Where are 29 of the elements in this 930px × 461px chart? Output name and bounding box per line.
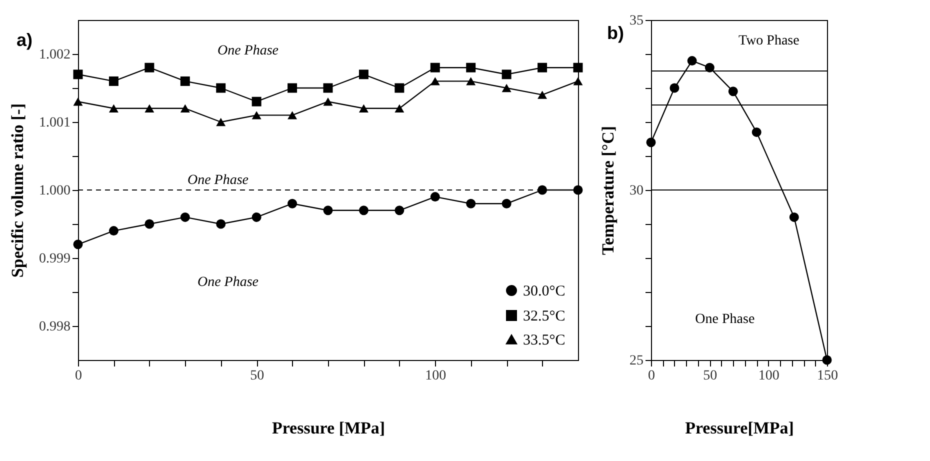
y-tick-label: 25 (630, 354, 644, 368)
legend-label: 30.0°C (523, 284, 566, 300)
x-tick-label: 0 (75, 368, 82, 384)
x-tick-label: 100 (425, 368, 446, 384)
x-tick-label: 100 (758, 368, 780, 384)
annotation: One Phase (187, 172, 249, 188)
legend-label: 32.5°C (523, 308, 566, 324)
y-tick-label: 30 (630, 184, 644, 198)
text: a) (16, 30, 33, 50)
y-tick-label: 0.998 (39, 320, 70, 334)
x-tick-label: 50 (250, 368, 264, 384)
y-tick-label: 0.999 (39, 252, 70, 266)
chart-title: b) (607, 23, 624, 43)
y-tick-label: 1.001 (39, 116, 70, 130)
annotation: One Phase (217, 44, 279, 59)
annotation: One Phase (197, 274, 259, 290)
annotation: Two Phase (738, 33, 800, 48)
y-axis-title: Specific volume ratio [-] (8, 103, 27, 278)
y-tick-label: 1.000 (39, 184, 70, 198)
x-tick-label: 0 (648, 368, 655, 384)
y-tick-label: 1.002 (39, 48, 70, 62)
x-tick-label: 150 (817, 368, 838, 384)
annotation: One Phase (695, 312, 755, 328)
y-tick-label: 35 (630, 14, 644, 28)
legend-label: 33.5°C (523, 332, 566, 348)
x-axis-title: Pressure [MPa] (272, 418, 386, 438)
x-axis-title: Pressure[MPa] (685, 418, 794, 438)
x-tick-label: 50 (703, 368, 718, 384)
y-axis-title: Temperature [°C] (598, 126, 618, 256)
